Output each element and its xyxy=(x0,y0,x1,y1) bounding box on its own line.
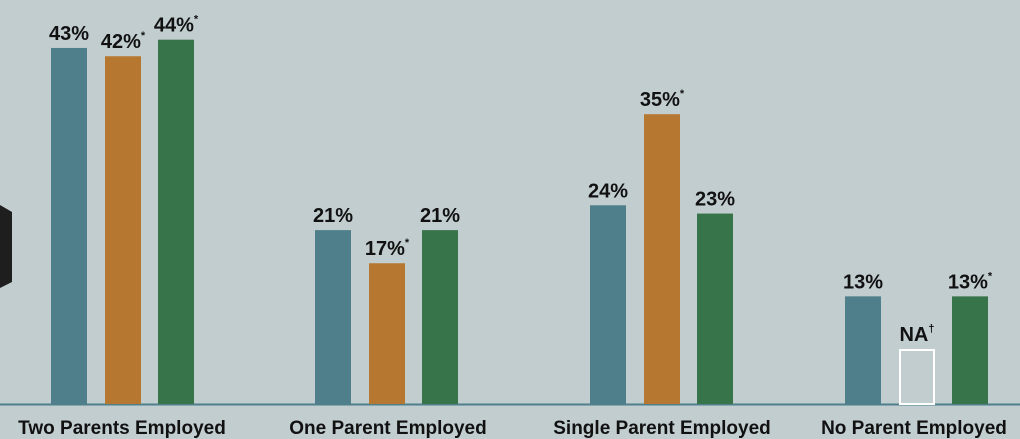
data-label: 24% xyxy=(588,180,628,202)
category-label: One Parent Employed xyxy=(289,418,486,439)
bar xyxy=(105,56,141,404)
data-label: 13%* xyxy=(948,270,993,293)
bar xyxy=(51,48,87,404)
data-label: 21% xyxy=(420,205,460,227)
bar xyxy=(369,263,405,404)
category-label: Two Parents Employed xyxy=(18,418,226,439)
bar xyxy=(158,40,194,404)
bar xyxy=(697,214,733,404)
data-label: 44%* xyxy=(154,14,199,37)
bar xyxy=(952,296,988,404)
bar xyxy=(644,114,680,404)
data-label: 21% xyxy=(313,205,353,227)
data-label: 13% xyxy=(843,271,883,293)
na-placeholder-bar xyxy=(900,350,934,404)
data-label: 23% xyxy=(695,189,735,211)
bar xyxy=(315,230,351,404)
decorative-accent-shape xyxy=(0,205,12,288)
category-label: No Parent Employed xyxy=(821,418,1007,439)
bar xyxy=(422,230,458,404)
data-label: 17%* xyxy=(365,237,410,260)
data-label: 42%* xyxy=(101,30,146,53)
category-label: Single Parent Employed xyxy=(553,418,771,439)
data-label: NA† xyxy=(899,323,934,346)
bar xyxy=(590,205,626,404)
bar xyxy=(845,296,881,404)
data-label: 35%* xyxy=(640,88,685,111)
data-label: 43% xyxy=(49,23,89,45)
